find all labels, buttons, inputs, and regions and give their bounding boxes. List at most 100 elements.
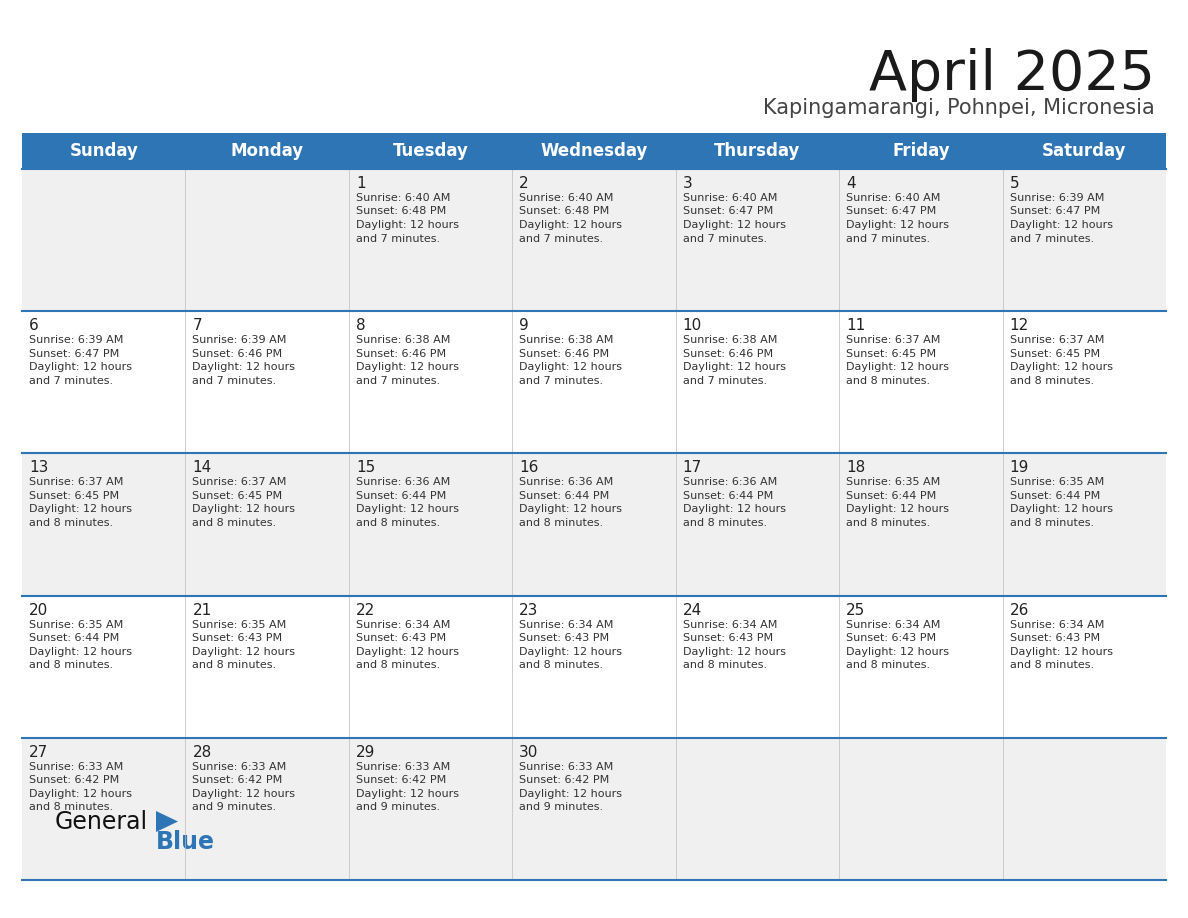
Text: Sunset: 6:45 PM: Sunset: 6:45 PM bbox=[192, 491, 283, 501]
Text: 23: 23 bbox=[519, 602, 538, 618]
Text: Sunrise: 6:36 AM: Sunrise: 6:36 AM bbox=[683, 477, 777, 487]
Text: 19: 19 bbox=[1010, 461, 1029, 476]
Text: Sunrise: 6:39 AM: Sunrise: 6:39 AM bbox=[1010, 193, 1104, 203]
Text: Sunrise: 6:34 AM: Sunrise: 6:34 AM bbox=[683, 620, 777, 630]
Text: and 9 minutes.: and 9 minutes. bbox=[356, 802, 440, 812]
Text: Daylight: 12 hours: Daylight: 12 hours bbox=[356, 363, 459, 372]
Text: Sunrise: 6:40 AM: Sunrise: 6:40 AM bbox=[846, 193, 941, 203]
Text: Wednesday: Wednesday bbox=[541, 142, 647, 160]
Text: Sunrise: 6:40 AM: Sunrise: 6:40 AM bbox=[519, 193, 614, 203]
Text: Sunrise: 6:39 AM: Sunrise: 6:39 AM bbox=[192, 335, 286, 345]
Text: 18: 18 bbox=[846, 461, 865, 476]
Text: Daylight: 12 hours: Daylight: 12 hours bbox=[356, 220, 459, 230]
Text: Sunset: 6:43 PM: Sunset: 6:43 PM bbox=[1010, 633, 1100, 644]
Text: Sunset: 6:44 PM: Sunset: 6:44 PM bbox=[519, 491, 609, 501]
Text: Sunrise: 6:37 AM: Sunrise: 6:37 AM bbox=[1010, 335, 1104, 345]
Text: Daylight: 12 hours: Daylight: 12 hours bbox=[192, 789, 296, 799]
Text: Saturday: Saturday bbox=[1042, 142, 1126, 160]
Text: Sunset: 6:48 PM: Sunset: 6:48 PM bbox=[519, 207, 609, 217]
Text: Friday: Friday bbox=[892, 142, 949, 160]
Text: 6: 6 bbox=[29, 319, 39, 333]
Text: Sunrise: 6:37 AM: Sunrise: 6:37 AM bbox=[29, 477, 124, 487]
Text: 30: 30 bbox=[519, 744, 538, 760]
Text: and 8 minutes.: and 8 minutes. bbox=[29, 518, 113, 528]
Text: 24: 24 bbox=[683, 602, 702, 618]
Text: 20: 20 bbox=[29, 602, 49, 618]
Polygon shape bbox=[156, 811, 178, 832]
Text: Daylight: 12 hours: Daylight: 12 hours bbox=[356, 504, 459, 514]
Text: 27: 27 bbox=[29, 744, 49, 760]
Text: and 7 minutes.: and 7 minutes. bbox=[1010, 233, 1094, 243]
Text: Sunrise: 6:40 AM: Sunrise: 6:40 AM bbox=[356, 193, 450, 203]
Text: 10: 10 bbox=[683, 319, 702, 333]
Text: Daylight: 12 hours: Daylight: 12 hours bbox=[356, 789, 459, 799]
Text: Sunset: 6:44 PM: Sunset: 6:44 PM bbox=[29, 633, 119, 644]
Text: Daylight: 12 hours: Daylight: 12 hours bbox=[683, 220, 785, 230]
Text: Sunset: 6:47 PM: Sunset: 6:47 PM bbox=[1010, 207, 1100, 217]
Text: Daylight: 12 hours: Daylight: 12 hours bbox=[1010, 220, 1113, 230]
Text: Sunset: 6:46 PM: Sunset: 6:46 PM bbox=[683, 349, 773, 359]
Text: Daylight: 12 hours: Daylight: 12 hours bbox=[29, 646, 132, 656]
Text: and 7 minutes.: and 7 minutes. bbox=[683, 375, 766, 386]
Text: Daylight: 12 hours: Daylight: 12 hours bbox=[519, 363, 623, 372]
Text: and 7 minutes.: and 7 minutes. bbox=[846, 233, 930, 243]
Text: 21: 21 bbox=[192, 602, 211, 618]
Text: Sunset: 6:43 PM: Sunset: 6:43 PM bbox=[192, 633, 283, 644]
Text: Sunset: 6:42 PM: Sunset: 6:42 PM bbox=[192, 776, 283, 785]
Text: and 8 minutes.: and 8 minutes. bbox=[846, 660, 930, 670]
Text: Daylight: 12 hours: Daylight: 12 hours bbox=[846, 504, 949, 514]
Text: Sunset: 6:43 PM: Sunset: 6:43 PM bbox=[683, 633, 773, 644]
Text: Blue: Blue bbox=[156, 830, 215, 854]
Text: and 9 minutes.: and 9 minutes. bbox=[519, 802, 604, 812]
Text: Sunday: Sunday bbox=[69, 142, 138, 160]
Text: and 7 minutes.: and 7 minutes. bbox=[356, 233, 440, 243]
Text: Sunrise: 6:34 AM: Sunrise: 6:34 AM bbox=[519, 620, 614, 630]
Text: Sunset: 6:47 PM: Sunset: 6:47 PM bbox=[29, 349, 119, 359]
Text: Sunrise: 6:34 AM: Sunrise: 6:34 AM bbox=[356, 620, 450, 630]
Text: Sunset: 6:45 PM: Sunset: 6:45 PM bbox=[846, 349, 936, 359]
Text: Sunrise: 6:35 AM: Sunrise: 6:35 AM bbox=[846, 477, 941, 487]
Text: and 9 minutes.: and 9 minutes. bbox=[192, 802, 277, 812]
Text: 4: 4 bbox=[846, 176, 855, 191]
Text: Daylight: 12 hours: Daylight: 12 hours bbox=[519, 504, 623, 514]
Text: Sunrise: 6:36 AM: Sunrise: 6:36 AM bbox=[356, 477, 450, 487]
Text: Daylight: 12 hours: Daylight: 12 hours bbox=[1010, 363, 1113, 372]
Text: and 8 minutes.: and 8 minutes. bbox=[683, 518, 766, 528]
Text: and 8 minutes.: and 8 minutes. bbox=[519, 518, 604, 528]
Text: 2: 2 bbox=[519, 176, 529, 191]
Text: Daylight: 12 hours: Daylight: 12 hours bbox=[356, 646, 459, 656]
Text: Sunset: 6:46 PM: Sunset: 6:46 PM bbox=[192, 349, 283, 359]
Text: 11: 11 bbox=[846, 319, 865, 333]
Text: Daylight: 12 hours: Daylight: 12 hours bbox=[519, 220, 623, 230]
Text: Sunrise: 6:35 AM: Sunrise: 6:35 AM bbox=[192, 620, 286, 630]
Bar bbox=[23, 169, 1165, 311]
Text: Sunset: 6:42 PM: Sunset: 6:42 PM bbox=[519, 776, 609, 785]
Text: Sunrise: 6:37 AM: Sunrise: 6:37 AM bbox=[192, 477, 286, 487]
Text: Daylight: 12 hours: Daylight: 12 hours bbox=[519, 646, 623, 656]
Text: Daylight: 12 hours: Daylight: 12 hours bbox=[192, 504, 296, 514]
Text: Daylight: 12 hours: Daylight: 12 hours bbox=[519, 789, 623, 799]
Text: 5: 5 bbox=[1010, 176, 1019, 191]
Text: and 7 minutes.: and 7 minutes. bbox=[356, 375, 440, 386]
Text: and 8 minutes.: and 8 minutes. bbox=[1010, 375, 1094, 386]
Text: 7: 7 bbox=[192, 319, 202, 333]
Text: Sunset: 6:47 PM: Sunset: 6:47 PM bbox=[846, 207, 936, 217]
Text: and 8 minutes.: and 8 minutes. bbox=[846, 518, 930, 528]
Text: and 8 minutes.: and 8 minutes. bbox=[683, 660, 766, 670]
Text: 9: 9 bbox=[519, 319, 529, 333]
Text: and 8 minutes.: and 8 minutes. bbox=[1010, 660, 1094, 670]
Text: Sunrise: 6:36 AM: Sunrise: 6:36 AM bbox=[519, 477, 613, 487]
Text: Sunset: 6:42 PM: Sunset: 6:42 PM bbox=[356, 776, 447, 785]
Text: and 8 minutes.: and 8 minutes. bbox=[519, 660, 604, 670]
Text: Sunset: 6:43 PM: Sunset: 6:43 PM bbox=[356, 633, 446, 644]
Text: Sunset: 6:43 PM: Sunset: 6:43 PM bbox=[846, 633, 936, 644]
Text: Sunrise: 6:38 AM: Sunrise: 6:38 AM bbox=[519, 335, 614, 345]
Text: Sunrise: 6:34 AM: Sunrise: 6:34 AM bbox=[1010, 620, 1104, 630]
Text: Sunset: 6:48 PM: Sunset: 6:48 PM bbox=[356, 207, 447, 217]
Text: Sunrise: 6:33 AM: Sunrise: 6:33 AM bbox=[356, 762, 450, 772]
Text: Daylight: 12 hours: Daylight: 12 hours bbox=[29, 363, 132, 372]
Text: Daylight: 12 hours: Daylight: 12 hours bbox=[846, 646, 949, 656]
Text: Sunset: 6:44 PM: Sunset: 6:44 PM bbox=[1010, 491, 1100, 501]
Text: Sunset: 6:45 PM: Sunset: 6:45 PM bbox=[1010, 349, 1100, 359]
Text: Sunrise: 6:33 AM: Sunrise: 6:33 AM bbox=[192, 762, 286, 772]
